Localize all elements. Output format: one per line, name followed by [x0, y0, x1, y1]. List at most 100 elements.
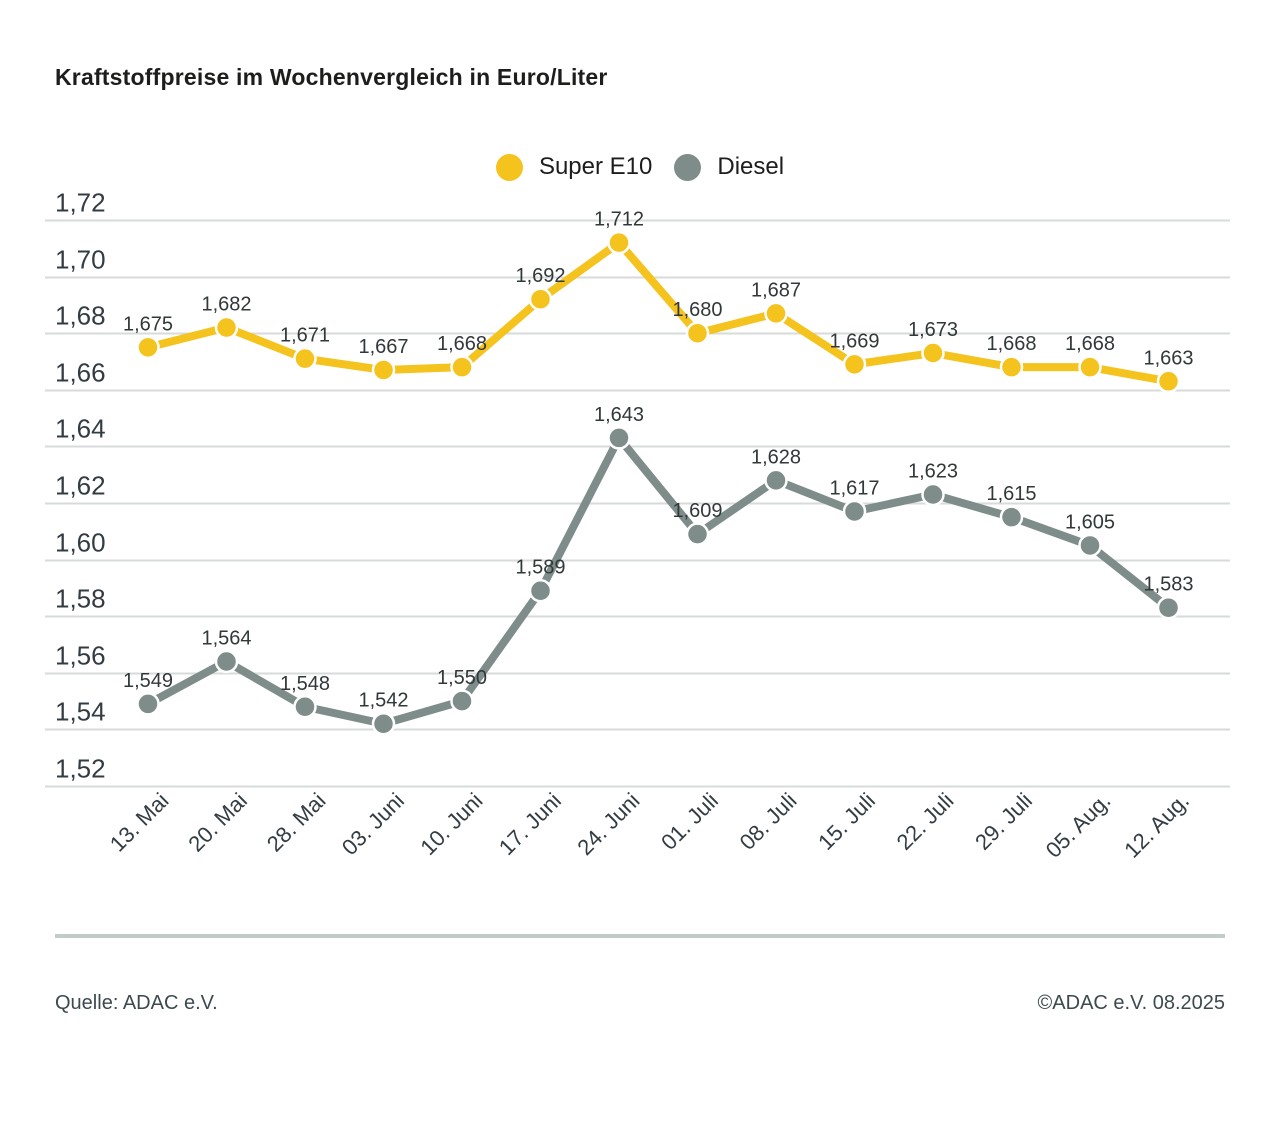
data-point [371, 711, 396, 736]
data-point [136, 335, 160, 360]
series-diesel: 1,549 1,564 1,548 1,542 1,550 1,589 1,643 1,609… [123, 404, 1194, 736]
data-point-label: 1,675 [123, 313, 173, 335]
data-point [450, 355, 474, 379]
data-point-label: 1,564 [201, 627, 251, 649]
data-point-label: 1,617 [829, 477, 879, 499]
data-point-label: 1,548 [280, 673, 330, 695]
data-point [921, 482, 945, 507]
x-tick-label: 22. Juli [892, 788, 959, 855]
data-point-label: 1,673 [908, 319, 958, 341]
series-line [144, 433, 1173, 728]
data-point-label: 1,668 [1065, 333, 1115, 355]
y-tick-label: 1,58 [55, 584, 106, 614]
data-point-label: 1,687 [751, 279, 801, 301]
data-point-label: 1,669 [829, 330, 879, 352]
data-point-label: 1,668 [437, 333, 487, 355]
data-point [1156, 595, 1181, 620]
legend-label-super-e10: Super E10 [538, 153, 653, 180]
footer-divider [55, 934, 1225, 938]
data-point [1078, 355, 1102, 379]
data-point-label: 1,712 [594, 209, 644, 231]
series-line [144, 238, 1173, 386]
data-point [607, 426, 631, 450]
data-point [921, 341, 945, 365]
data-point-label: 1,663 [1143, 347, 1193, 369]
data-point [293, 346, 317, 371]
x-tick-label: 24. Juni [572, 788, 644, 860]
data-point [607, 230, 631, 255]
data-point [842, 352, 867, 377]
data-point-label: 1,682 [201, 294, 251, 316]
x-tick-label: 03. Juni [337, 788, 409, 860]
x-tick-label: 28. Mai [262, 788, 331, 857]
y-tick-label: 1,60 [55, 528, 106, 558]
legend-label-diesel: Diesel [717, 153, 785, 180]
y-tick-label: 1,72 [55, 188, 106, 218]
data-point-label: 1,680 [672, 299, 722, 321]
data-point [842, 499, 867, 524]
y-tick-label: 1,62 [55, 471, 106, 501]
data-point [685, 321, 710, 345]
x-tick-label: 29. Juli [970, 788, 1037, 855]
data-point [528, 578, 553, 603]
data-point-label: 1,589 [515, 557, 565, 579]
x-tick-label: 20. Mai [183, 788, 252, 857]
x-tick-label: 13. Mai [105, 788, 174, 857]
y-tick-label: 1,54 [55, 697, 106, 727]
data-point-label: 1,549 [123, 670, 173, 692]
x-tick-label: 01. Juli [656, 788, 723, 855]
data-point [999, 355, 1024, 379]
x-tick-label: 08. Juli [735, 788, 802, 855]
data-point-label: 1,692 [515, 265, 565, 287]
data-point-label: 1,667 [358, 336, 408, 358]
data-point [528, 287, 553, 311]
legend-item-super-e10: Super E10 [495, 153, 653, 181]
data-point [293, 695, 317, 719]
diesel-marker-icon [674, 153, 702, 181]
data-point [136, 692, 160, 716]
x-tick-label: 12. Aug. [1119, 788, 1194, 863]
data-point-label: 1,628 [751, 446, 801, 468]
y-axis-labels: 1,72 1,70 1,68 1,66 1,64 1,62 1,60 1,58 1,56 1,54… [55, 188, 106, 784]
data-point [1078, 533, 1102, 558]
data-point [450, 689, 474, 713]
data-point-label: 1,643 [594, 404, 644, 426]
source-text: Quelle: ADAC e.V. [55, 992, 218, 1014]
y-tick-label: 1,70 [55, 245, 106, 275]
data-point-label: 1,605 [1065, 511, 1115, 533]
data-point-label: 1,550 [437, 667, 487, 689]
y-tick-label: 1,68 [55, 301, 106, 331]
data-point-label: 1,615 [986, 483, 1036, 505]
x-tick-label: 17. Juni [494, 788, 566, 860]
y-tick-label: 1,64 [55, 414, 106, 444]
y-tick-label: 1,66 [55, 358, 106, 388]
chart-title: Kraftstoffpreise im Wochenvergleich in E… [55, 64, 608, 90]
data-point-label: 1,668 [986, 333, 1036, 355]
data-point-label: 1,583 [1143, 574, 1193, 596]
data-point [1156, 369, 1181, 394]
data-point [214, 649, 239, 674]
y-tick-label: 1,56 [55, 641, 106, 671]
data-point-label: 1,671 [280, 325, 330, 347]
data-point-label: 1,609 [672, 500, 722, 522]
copyright-text: ©ADAC e.V. 08.2025 [1037, 992, 1225, 1014]
x-tick-label: 10. Juni [415, 788, 487, 860]
data-point [764, 468, 788, 493]
data-point [685, 522, 710, 546]
y-tick-label: 1,52 [55, 754, 106, 784]
data-point [371, 358, 396, 382]
data-point-label: 1,623 [908, 461, 958, 483]
legend-item-diesel: Diesel [674, 153, 784, 181]
chart-legend: Super E10 Diesel [0, 153, 1280, 181]
super-e10-marker-icon [495, 153, 523, 181]
data-point [214, 315, 239, 340]
data-point [764, 301, 788, 326]
x-axis-labels: 13. Mai 20. Mai 28. Mai 03. Juni 10. Juni 17.… [105, 788, 1194, 863]
data-point-label: 1,542 [358, 690, 408, 712]
data-point [999, 505, 1024, 529]
x-tick-label: 05. Aug. [1041, 788, 1116, 863]
x-tick-label: 15. Juli [813, 788, 880, 855]
series-super-e10: 1,675 1,682 1,671 1,667 1,668 1,692 1,712 1,680… [123, 209, 1194, 394]
